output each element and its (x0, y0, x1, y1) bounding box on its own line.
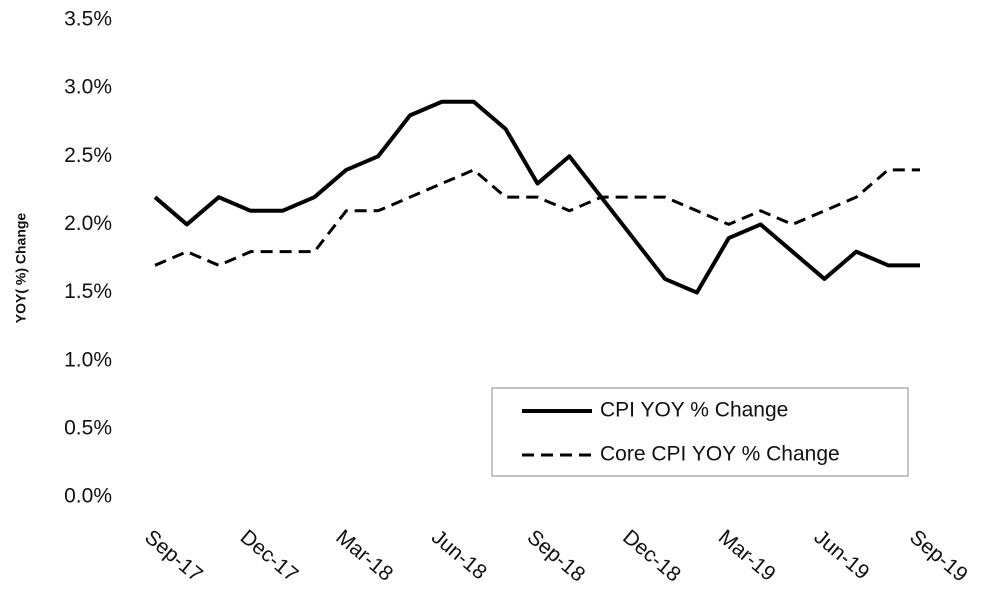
legend-label: CPI YOY % Change (600, 399, 788, 422)
x-tick-label: Mar-18 (331, 525, 397, 585)
legend-label: Core CPI YOY % Change (600, 443, 840, 466)
y-tick-label: 2.0% (64, 212, 112, 235)
x-tick-label: Sep-18 (523, 525, 590, 586)
x-tick-label: Dec-18 (618, 525, 685, 586)
x-tick-label: Sep-17 (140, 525, 207, 586)
y-tick-label: 1.0% (64, 348, 112, 371)
x-tick-label: Mar-19 (714, 525, 780, 585)
x-tick-label: Sep-19 (905, 525, 972, 586)
x-tick-label: Jun-18 (427, 525, 491, 584)
series-line (153, 99, 920, 295)
y-tick-label: 1.5% (64, 280, 112, 303)
x-tick-label: Jun-19 (810, 525, 874, 584)
y-tick-label: 3.0% (64, 76, 112, 99)
y-tick-label: 0.5% (64, 416, 112, 439)
x-tick-label: Dec-17 (236, 525, 303, 586)
y-tick-label: 0.0% (64, 485, 112, 508)
series-line (154, 168, 920, 267)
y-axis-label: YOY( %) Change (13, 213, 29, 324)
y-tick-label: 3.5% (64, 8, 112, 31)
legend-box (491, 387, 909, 477)
y-tick-label: 2.5% (64, 144, 112, 167)
